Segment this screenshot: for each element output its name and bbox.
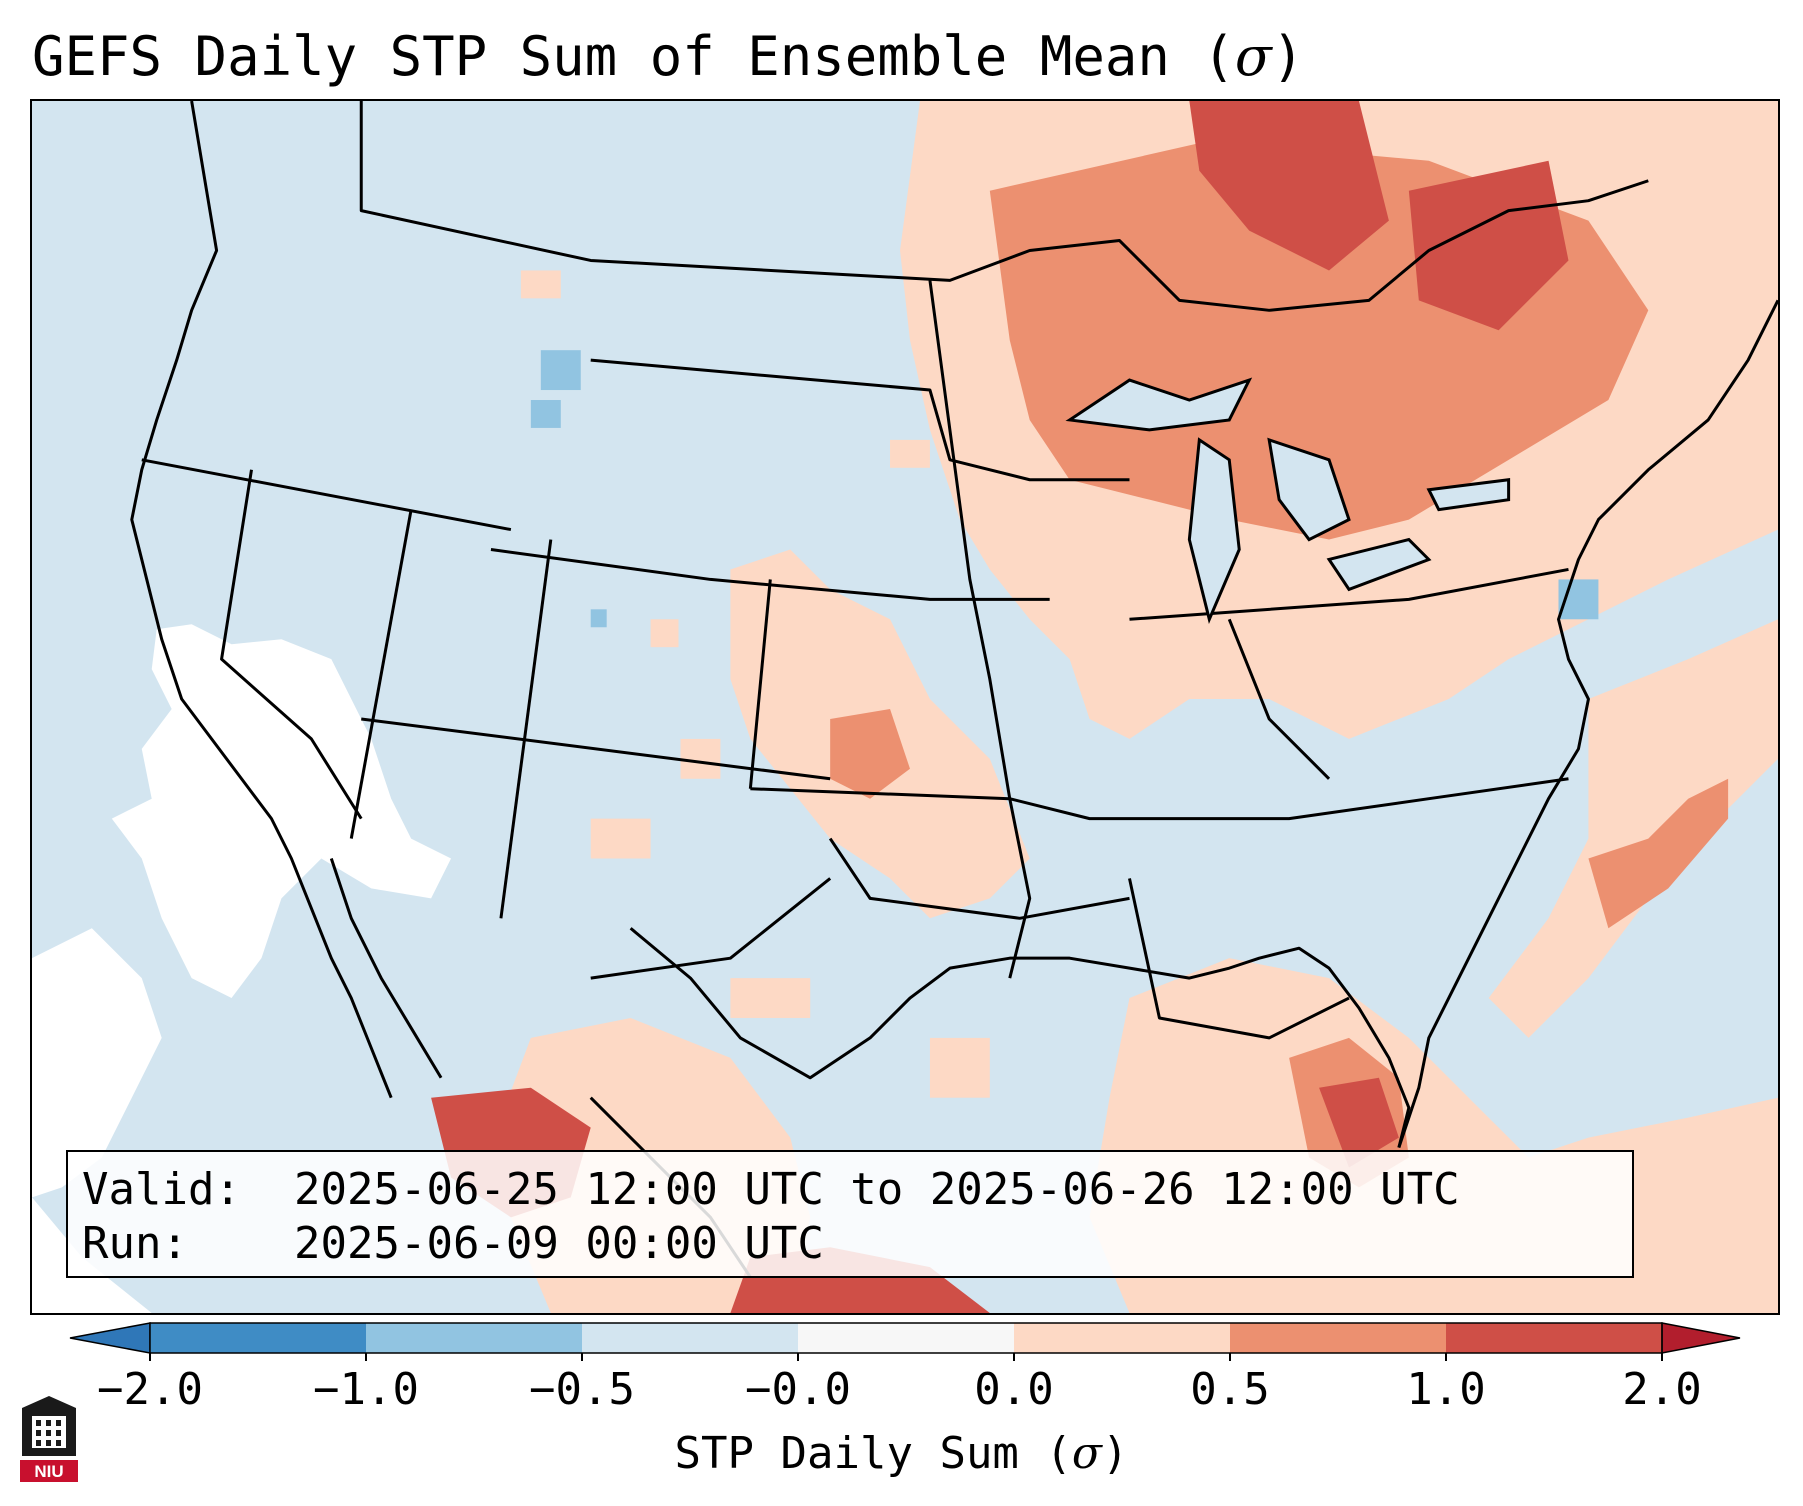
run-label: Run: xyxy=(82,1218,188,1269)
colorbar-outline xyxy=(149,1322,1663,1354)
colorbar-tick-label: −2.0 xyxy=(97,1364,203,1415)
lake-ontario xyxy=(1426,478,1511,512)
colorbar-tick-label: 0.0 xyxy=(974,1364,1054,1415)
light-positive-patches xyxy=(520,270,990,1098)
ca-nv-border xyxy=(220,469,363,820)
colorbar-segment-0 xyxy=(150,1323,366,1353)
colorbar-extend-high xyxy=(1661,1322,1741,1354)
west-coastline xyxy=(130,101,393,1099)
pacific-neutral-area-south xyxy=(32,928,162,1198)
colorbar-segment-1 xyxy=(366,1323,582,1353)
run-line: Run: 2025-06-09 00:00 UTC xyxy=(82,1216,824,1272)
figure-title: GEFS Daily STP Sum of Ensemble Mean (σ) xyxy=(32,25,1305,88)
or-nv-border xyxy=(141,458,512,532)
lake-michigan xyxy=(1187,437,1241,624)
niu-logo-icon: NIU xyxy=(20,1396,78,1482)
colorbar-segment-4 xyxy=(1014,1323,1230,1353)
colorbar-tick-label: 1.0 xyxy=(1406,1364,1486,1415)
colorbar-segment-5 xyxy=(1230,1323,1446,1353)
colorbar-extend-low xyxy=(69,1322,151,1354)
colorbar-tick-label: 2.0 xyxy=(1622,1364,1702,1415)
map-panel xyxy=(30,99,1780,1315)
canada-border xyxy=(359,101,1649,312)
baja-coastline xyxy=(329,858,443,1079)
great-lakes xyxy=(1065,377,1511,624)
gulf-strong-area xyxy=(1319,1077,1399,1168)
run-value: 2025-06-09 00:00 UTC xyxy=(294,1218,824,1269)
nv-ut-border xyxy=(349,509,413,839)
northern-plains-line xyxy=(590,358,1130,482)
logo-banner xyxy=(20,1460,78,1482)
colorbar-tick-label: −1.0 xyxy=(313,1364,419,1415)
atlantic-band-light-area xyxy=(1488,619,1778,1038)
texas-border xyxy=(590,877,832,980)
valid-label: Valid: xyxy=(82,1164,241,1215)
colorbar-label: STP Daily Sum (σ) xyxy=(674,1428,1129,1479)
colorbar-tick-marks xyxy=(149,1353,1663,1361)
atlantic-moderate-area xyxy=(1588,778,1729,929)
midwest-line xyxy=(1129,567,1569,621)
ut-co-border xyxy=(499,539,553,919)
lake-huron xyxy=(1267,437,1351,542)
kansas-moderate-area xyxy=(830,708,910,799)
plains-river-line xyxy=(928,280,1032,979)
pacific-neutral-area-corner xyxy=(32,1197,152,1313)
arklatex-line xyxy=(828,837,1130,920)
map-canvas xyxy=(32,101,1778,1313)
negative-patches xyxy=(530,350,1599,628)
lake-superior xyxy=(1065,377,1253,432)
colorbar-segment-2 xyxy=(582,1323,798,1353)
southeast-line xyxy=(1128,878,1350,1040)
colorbar-segment-3 xyxy=(798,1323,1014,1353)
ontario-strong-area xyxy=(1408,160,1569,331)
mountain-west-line xyxy=(490,548,1050,601)
colorbar-tick-label: −0.0 xyxy=(745,1364,851,1415)
valid-time-box: Valid: 2025-06-25 12:00 UTC to 2025-06-26… xyxy=(66,1150,1634,1278)
quebec-strong-area xyxy=(1189,101,1389,271)
colorbar-tick-label: 0.5 xyxy=(1190,1364,1270,1415)
valid-line: Valid: 2025-06-25 12:00 UTC to 2025-06-26… xyxy=(82,1162,1460,1218)
gulf-coastline xyxy=(629,927,1411,1148)
valid-value: 2025-06-25 12:00 UTC to 2025-06-26 12:00… xyxy=(294,1164,1460,1215)
appalachian-line xyxy=(1227,618,1331,780)
logo-text: NIU xyxy=(34,1462,63,1481)
east-coastline xyxy=(1397,299,1778,1149)
colorbar xyxy=(69,1322,1741,1361)
lake-erie xyxy=(1326,537,1432,592)
colorbar-tick-label: −0.5 xyxy=(529,1364,635,1415)
ozark-line xyxy=(750,777,1569,821)
colorbar-segment-6 xyxy=(1446,1323,1662,1353)
co-ks-border xyxy=(748,579,772,789)
